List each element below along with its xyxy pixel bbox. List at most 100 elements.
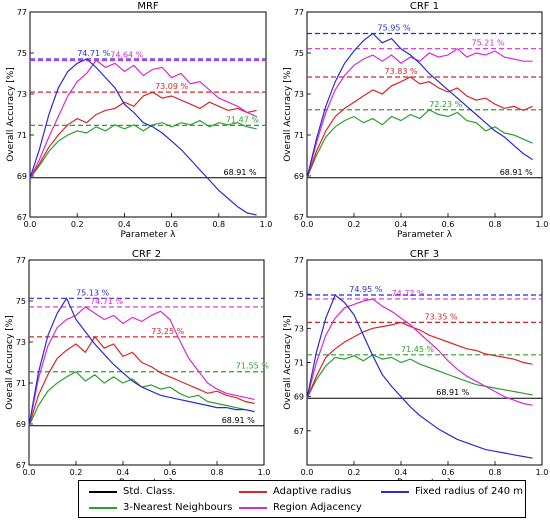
y-tick-label: 73 xyxy=(294,90,304,99)
legend-label: Std. Class. xyxy=(123,486,176,497)
y-tick-label: 71 xyxy=(294,359,304,368)
y-tick-label: 77 xyxy=(17,8,27,17)
max-value-label: 74.72 % xyxy=(392,289,425,298)
y-tick-label: 73 xyxy=(16,338,26,347)
y-tick-label: 71 xyxy=(17,131,27,140)
y-tick-label: 75 xyxy=(294,49,304,58)
legend-swatch xyxy=(381,491,409,493)
series-line xyxy=(29,119,257,179)
x-tick-label: 0.8 xyxy=(212,220,225,229)
legend-label: 3-Nearest Neighbours xyxy=(123,502,233,513)
series-line xyxy=(306,321,533,399)
series-line xyxy=(306,298,533,406)
y-tick-label: 77 xyxy=(16,256,26,265)
x-tick-label: 0.2 xyxy=(348,468,361,477)
y-tick-label: 75 xyxy=(16,297,26,306)
series-line xyxy=(28,306,255,427)
max-value-label: 74.95 % xyxy=(349,285,382,294)
legend-label: Region Adjacency xyxy=(273,502,362,513)
max-value-label: 72.23 % xyxy=(429,100,462,109)
chart-title: CRF 2 xyxy=(132,249,161,260)
x-tick-label: 0.0 xyxy=(301,468,314,477)
max-value-label: 68.91 % xyxy=(436,388,469,397)
max-value-label: 73.09 % xyxy=(155,82,188,91)
series-line xyxy=(306,32,533,179)
y-tick-label: 71 xyxy=(16,379,26,388)
x-tick-label: 0.8 xyxy=(489,468,502,477)
x-tick-label: 0.0 xyxy=(24,220,37,229)
max-value-label: 75.21 % xyxy=(472,39,505,48)
series-line xyxy=(306,109,533,179)
legend-swatch xyxy=(89,491,117,493)
series-line xyxy=(29,58,257,216)
y-tick-label: 69 xyxy=(294,172,304,181)
y-tick-label: 75 xyxy=(17,49,27,58)
series-line xyxy=(29,91,257,179)
plot-frame xyxy=(29,11,267,218)
x-tick-label: 0.4 xyxy=(117,468,130,477)
y-axis-label: Overall Accuracy [%] xyxy=(283,315,293,410)
plot-frame xyxy=(306,11,543,218)
legend-swatch xyxy=(239,507,267,509)
x-tick-label: 1.0 xyxy=(536,468,549,477)
max-value-label: 73.35 % xyxy=(425,312,458,321)
legend-swatch xyxy=(239,491,267,493)
x-tick-label: 1.0 xyxy=(536,220,549,229)
max-value-label: 71.45 % xyxy=(401,345,434,354)
chart-title: MRF xyxy=(137,1,159,12)
max-value-label: 74.64 % xyxy=(110,50,143,59)
chart-title: CRF 3 xyxy=(410,249,439,260)
chart-panel-4: CRF 30.00.20.40.60.81.0676971737577Param… xyxy=(283,249,548,488)
y-tick-label: 77 xyxy=(294,256,304,265)
y-tick-label: 67 xyxy=(16,461,26,470)
series-line xyxy=(28,297,255,427)
chart-panel-2: CRF 1 0.0 0.2 0.4 0.6 0.8 1.0 67 69 71 73 75 77 Param… xyxy=(283,1,548,240)
x-tick-label: 0.0 xyxy=(23,468,36,477)
x-tick-label: 0.6 xyxy=(164,468,177,477)
x-tick-label: 0.6 xyxy=(442,468,455,477)
x-tick-label: 0.6 xyxy=(442,220,455,229)
y-tick-label: 67 xyxy=(294,213,304,222)
y-tick-label: 69 xyxy=(17,172,27,181)
series-line xyxy=(29,59,257,179)
chart-title: CRF 1 xyxy=(410,1,439,12)
y-tick-label: 77 xyxy=(294,8,304,17)
x-tick-label: 0.8 xyxy=(489,220,502,229)
max-value-label: 73.25 % xyxy=(151,327,184,336)
series-line xyxy=(306,294,533,459)
max-value-label: 71.55 % xyxy=(236,362,269,371)
x-tick-label: 0.2 xyxy=(348,220,361,229)
max-value-label: 71.47 % xyxy=(226,115,259,124)
x-axis-label: Parameter λ xyxy=(120,230,176,240)
y-tick-label: 73 xyxy=(17,90,27,99)
x-tick-label: 0.6 xyxy=(165,220,178,229)
x-tick-label: 0.2 xyxy=(71,220,84,229)
max-value-label: 74.71 % xyxy=(90,297,123,306)
y-tick-label: 67 xyxy=(294,427,304,436)
y-tick-label: 67 xyxy=(17,213,27,222)
max-value-label: 74.71 % xyxy=(77,49,110,58)
max-value-label: 68.91 % xyxy=(500,168,533,177)
legend-swatch xyxy=(89,507,117,509)
x-tick-label: 0.4 xyxy=(395,468,408,477)
y-axis-label: Overall Accuracy [%] xyxy=(5,315,15,410)
plot-frame xyxy=(28,259,265,466)
x-tick-label: 1.0 xyxy=(260,220,273,229)
max-value-label: 73.83 % xyxy=(385,67,418,76)
max-value-label: 75.95 % xyxy=(378,24,411,33)
max-value-label: 68.91 % xyxy=(222,416,255,425)
x-tick-label: 0.0 xyxy=(301,220,314,229)
x-tick-label: 0.2 xyxy=(70,468,83,477)
max-value-label: 75.13 % xyxy=(76,288,109,297)
chart-panel-3: CRF 20.00.20.40.60.81.0676971737577Param… xyxy=(5,249,270,488)
y-tick-label: 69 xyxy=(294,393,304,402)
y-tick-label: 71 xyxy=(294,131,304,140)
y-tick-label: 69 xyxy=(16,420,26,429)
legend: Std. Class. 3-Nearest Neighbours Adaptiv… xyxy=(78,480,526,518)
max-value-label: 68.91 % xyxy=(224,168,257,177)
x-axis-label: Parameter λ xyxy=(397,230,453,240)
legend-label: Fixed radius of 240 m xyxy=(415,486,524,497)
y-axis-label: Overall Accuracy [%] xyxy=(283,67,293,162)
y-tick-label: 75 xyxy=(294,290,304,299)
x-tick-label: 0.4 xyxy=(118,220,131,229)
